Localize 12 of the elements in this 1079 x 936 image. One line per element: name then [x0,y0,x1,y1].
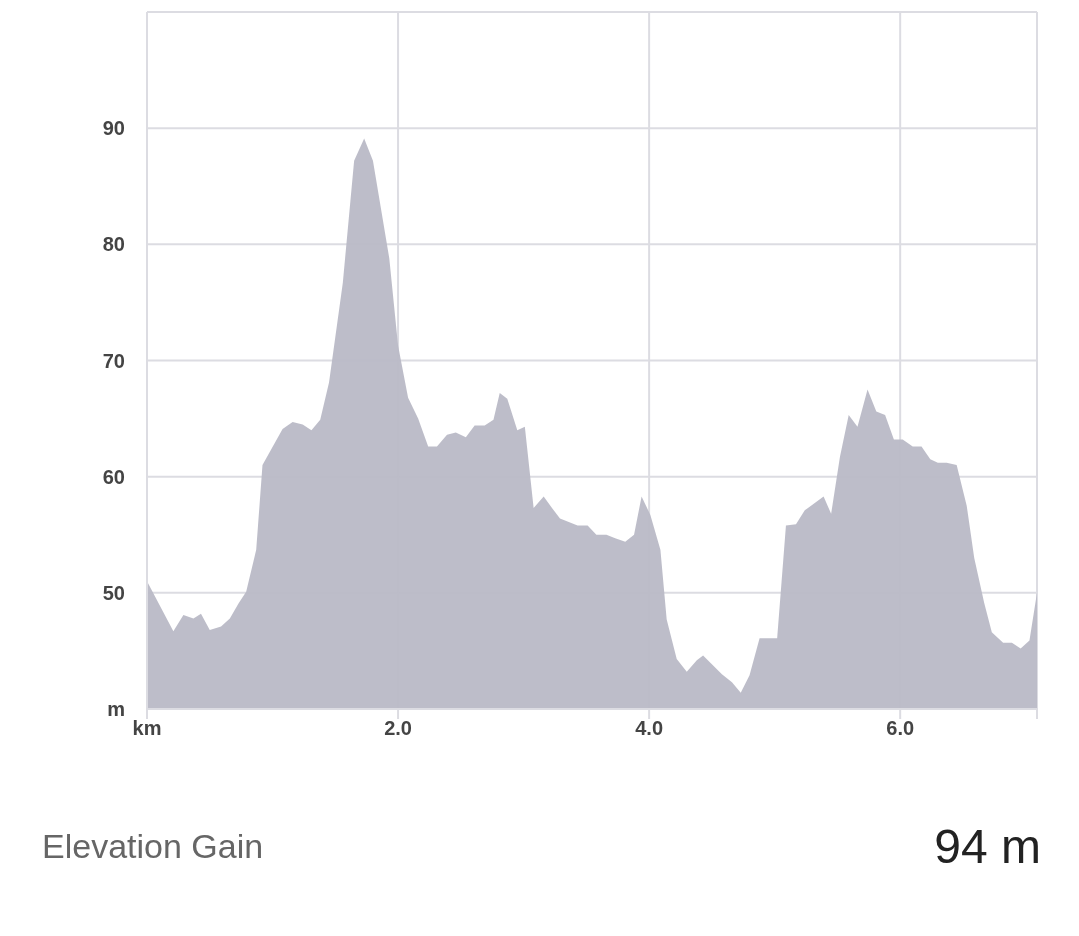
text: Elevation Gain [42,827,264,866]
y-tick-label: 80 [102,233,125,256]
text: 94 m [934,819,1041,874]
y-tick-label: 90 [102,117,125,140]
y-tick-label: m [107,698,125,721]
x-tick-label: km [132,717,162,740]
y-tick-label: 70 [102,349,125,372]
x-tick-label: 6.0 [886,717,915,740]
x-tick-label: 2.0 [384,717,412,740]
x-tick-label: 4.0 [635,717,664,740]
y-tick-label: 60 [102,465,125,488]
y-tick-label: 50 [102,581,125,604]
